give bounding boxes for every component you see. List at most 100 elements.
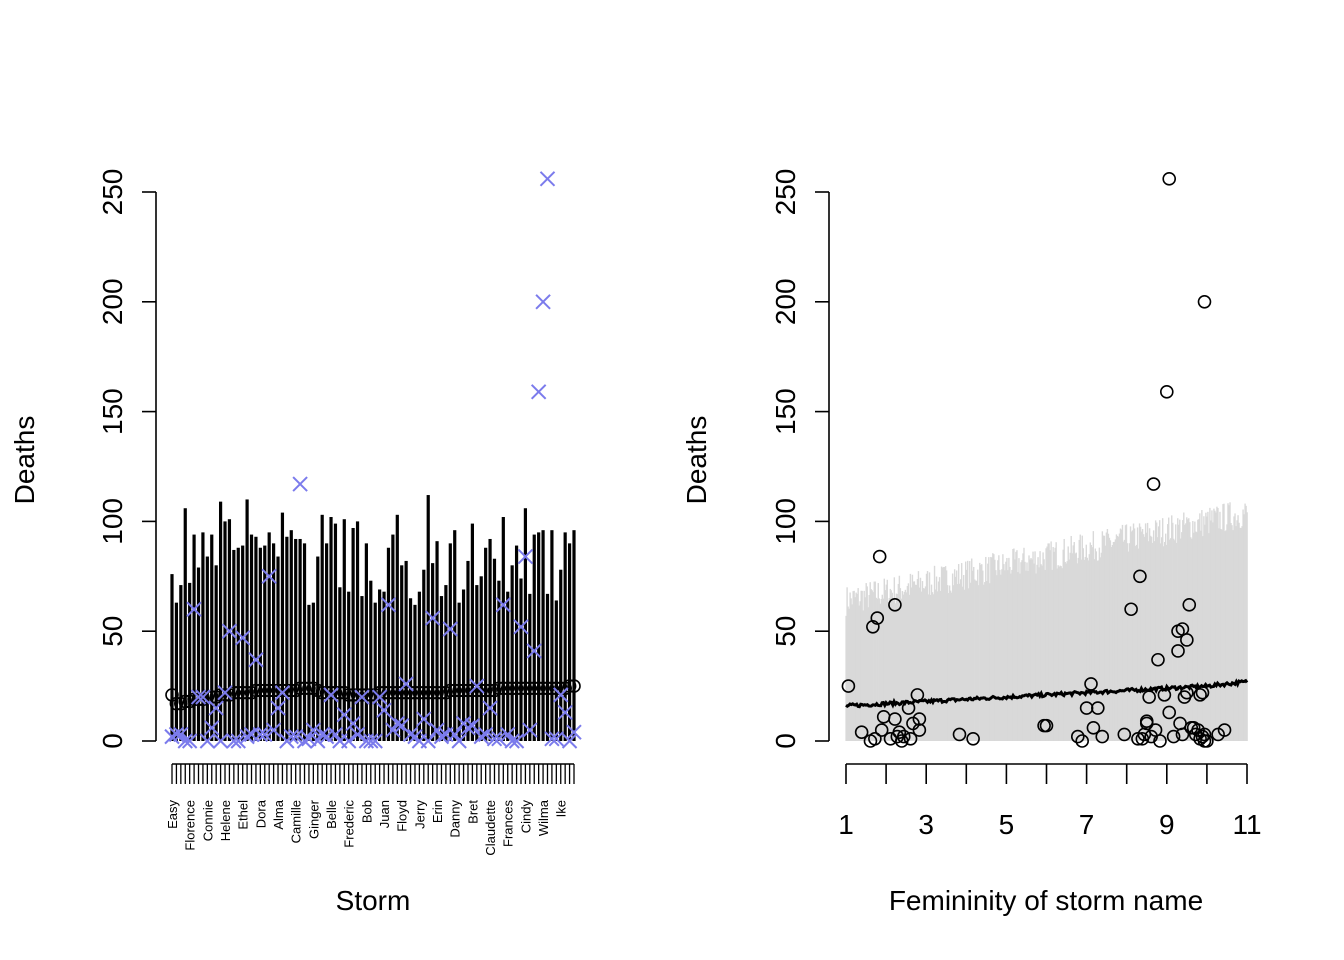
y-tick-label: 150 xyxy=(770,388,801,435)
band-bar xyxy=(1057,565,1059,741)
predicted-mean-point xyxy=(240,685,254,700)
x-tick-label: 1 xyxy=(838,809,854,840)
band-bar xyxy=(948,585,951,741)
interval-bar xyxy=(183,508,187,741)
band-bar xyxy=(1163,541,1166,741)
observed-point xyxy=(1157,688,1172,702)
band-bar xyxy=(957,564,960,741)
band-bar xyxy=(1234,513,1236,741)
band-bar xyxy=(907,583,910,741)
x-tick-label: 5 xyxy=(999,809,1015,840)
observed-point xyxy=(901,701,916,715)
observed-point xyxy=(226,733,242,749)
band-bar xyxy=(1236,520,1238,741)
band-bar xyxy=(989,583,991,741)
interval-bar xyxy=(311,602,315,741)
predicted-mean-point xyxy=(505,681,519,696)
band-bar xyxy=(1031,559,1033,741)
band-bar xyxy=(1097,560,1100,741)
x-tick-label: 3 xyxy=(918,809,934,840)
band-bar xyxy=(1038,567,1040,741)
band-bar xyxy=(1201,510,1203,741)
band-bar xyxy=(860,590,862,741)
band-bar xyxy=(1218,528,1220,741)
observed-point xyxy=(195,689,211,705)
band-bar xyxy=(939,590,942,741)
y-tick-label: 0 xyxy=(770,733,801,749)
band-bar xyxy=(953,569,956,741)
interval-bar xyxy=(488,538,492,741)
band-bar xyxy=(1128,543,1131,741)
band-bar xyxy=(982,570,984,741)
predicted-mean-point xyxy=(386,685,400,700)
band-bar xyxy=(845,615,847,741)
band-bar xyxy=(1135,544,1138,741)
observed-point xyxy=(389,715,406,732)
band-bar xyxy=(1207,511,1209,741)
band-bar xyxy=(1110,547,1113,741)
x-tick-label: Connie xyxy=(200,800,215,841)
band-bar xyxy=(1048,543,1050,741)
band-bar xyxy=(1007,570,1009,741)
band-bar xyxy=(1102,535,1105,741)
observed-point xyxy=(1084,677,1098,691)
band-bar xyxy=(1088,554,1091,741)
band-bar xyxy=(936,591,939,741)
band-bar xyxy=(1200,530,1202,741)
band-bar xyxy=(1056,568,1058,741)
band-bar xyxy=(1022,553,1024,741)
observed-point xyxy=(1160,385,1174,399)
observed-point xyxy=(429,722,445,738)
band-bar xyxy=(971,558,973,741)
band-bar xyxy=(943,567,946,741)
band-bar xyxy=(1130,531,1133,741)
band-bar xyxy=(1106,528,1109,741)
band-bar xyxy=(916,579,919,741)
interval-bar xyxy=(329,517,333,741)
observed-point xyxy=(1146,477,1161,491)
band-bar xyxy=(1208,533,1210,741)
band-bar xyxy=(1113,541,1116,741)
band-bar xyxy=(1062,549,1064,741)
interval-bar xyxy=(307,604,311,741)
band-bar xyxy=(857,588,859,741)
observed-point xyxy=(274,684,291,701)
interval-bar xyxy=(413,604,417,741)
observed-point xyxy=(234,630,251,646)
band-bar xyxy=(919,577,922,741)
observed-point xyxy=(460,720,476,736)
observed-point xyxy=(287,728,304,745)
band-bar xyxy=(873,581,875,741)
observed-point xyxy=(1217,723,1232,737)
interval-bar xyxy=(201,532,205,741)
band-bar xyxy=(1081,535,1083,741)
band-bar xyxy=(929,594,932,741)
predicted-mean-point xyxy=(257,683,272,698)
left-panel-storm-predictions: 0 50 100 150 200 250 Easy Florence Connie Helene… xyxy=(9,169,582,916)
interval-bar xyxy=(272,543,276,741)
observed-point xyxy=(314,726,330,743)
band-bar xyxy=(1183,512,1185,741)
observed-point xyxy=(270,700,286,716)
band-bar xyxy=(937,581,940,741)
observed-point xyxy=(952,727,967,742)
band-bar xyxy=(1074,553,1076,741)
interval-bar xyxy=(541,530,545,741)
predicted-mean-point xyxy=(562,679,577,693)
band-bar xyxy=(1240,527,1242,741)
band-bar xyxy=(1222,504,1224,741)
observed-point xyxy=(1086,721,1101,735)
band-bar xyxy=(1196,532,1198,741)
band-bar xyxy=(1230,522,1232,741)
band-bar xyxy=(1036,564,1038,741)
observed-point xyxy=(888,712,902,726)
band-bar xyxy=(1136,527,1139,741)
interval-bar xyxy=(333,523,338,741)
band-bar xyxy=(1118,533,1121,741)
observed-point xyxy=(513,619,529,635)
band-bar xyxy=(1138,523,1141,741)
interval-bar xyxy=(210,534,214,741)
x-tick-label: Ginger xyxy=(306,799,321,839)
band-bar xyxy=(905,592,908,741)
band-bar xyxy=(1089,542,1092,741)
